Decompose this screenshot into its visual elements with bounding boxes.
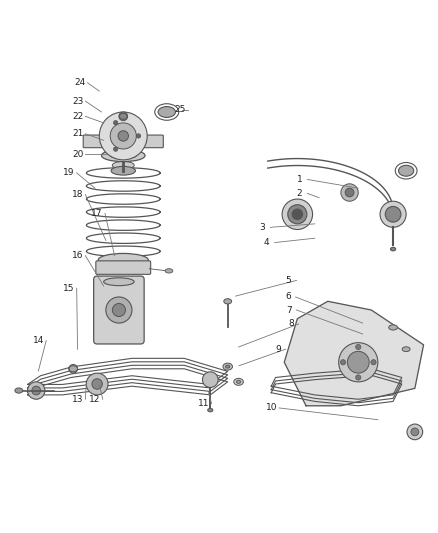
- Text: 14: 14: [33, 336, 44, 345]
- Ellipse shape: [234, 378, 244, 385]
- Circle shape: [32, 386, 41, 395]
- Circle shape: [282, 199, 313, 230]
- Circle shape: [347, 351, 369, 373]
- Text: 3: 3: [260, 223, 265, 232]
- Text: 11: 11: [198, 399, 209, 408]
- Text: 12: 12: [89, 395, 101, 403]
- Ellipse shape: [102, 149, 145, 161]
- Ellipse shape: [112, 150, 134, 158]
- Text: 20: 20: [72, 150, 83, 159]
- Circle shape: [119, 112, 127, 120]
- Ellipse shape: [158, 107, 176, 117]
- Circle shape: [339, 343, 378, 382]
- FancyBboxPatch shape: [83, 135, 163, 148]
- Text: 24: 24: [74, 78, 85, 87]
- Text: 22: 22: [72, 112, 83, 121]
- Text: 2: 2: [297, 189, 302, 198]
- Ellipse shape: [111, 123, 135, 132]
- Circle shape: [113, 120, 118, 125]
- Circle shape: [407, 424, 423, 440]
- Text: 25: 25: [174, 106, 186, 114]
- Text: 5: 5: [286, 276, 292, 285]
- Circle shape: [292, 209, 303, 220]
- Circle shape: [92, 379, 102, 389]
- Circle shape: [136, 134, 141, 138]
- Ellipse shape: [112, 140, 134, 148]
- Circle shape: [371, 360, 376, 365]
- Circle shape: [385, 206, 401, 222]
- Circle shape: [340, 360, 346, 365]
- Text: 7: 7: [286, 305, 292, 314]
- Text: 16: 16: [72, 251, 83, 260]
- Ellipse shape: [402, 347, 410, 352]
- Circle shape: [86, 373, 108, 395]
- Ellipse shape: [224, 298, 232, 304]
- Ellipse shape: [165, 269, 173, 273]
- Circle shape: [345, 188, 354, 197]
- Text: 8: 8: [288, 319, 294, 328]
- Text: 18: 18: [72, 190, 83, 199]
- Ellipse shape: [110, 152, 136, 159]
- Ellipse shape: [389, 325, 397, 330]
- Text: 19: 19: [63, 168, 74, 177]
- Text: 15: 15: [63, 284, 74, 293]
- Circle shape: [341, 184, 358, 201]
- Text: 17: 17: [92, 209, 103, 218]
- Ellipse shape: [226, 365, 230, 368]
- Polygon shape: [284, 301, 424, 406]
- Text: 21: 21: [72, 130, 83, 138]
- Ellipse shape: [208, 408, 213, 412]
- Ellipse shape: [112, 161, 134, 169]
- Circle shape: [110, 123, 136, 149]
- Circle shape: [118, 131, 128, 141]
- Circle shape: [113, 303, 125, 317]
- Ellipse shape: [15, 388, 23, 393]
- Ellipse shape: [111, 166, 135, 175]
- Circle shape: [356, 375, 361, 380]
- Ellipse shape: [104, 278, 134, 286]
- Circle shape: [380, 201, 406, 228]
- Ellipse shape: [98, 254, 148, 266]
- Circle shape: [202, 372, 218, 387]
- Ellipse shape: [112, 129, 134, 136]
- FancyBboxPatch shape: [96, 261, 151, 274]
- Text: 4: 4: [264, 238, 270, 247]
- Text: 13: 13: [72, 395, 83, 403]
- Text: 1: 1: [297, 175, 302, 184]
- Ellipse shape: [237, 381, 241, 383]
- Text: 6: 6: [285, 293, 291, 302]
- Circle shape: [411, 428, 419, 436]
- Circle shape: [356, 344, 361, 350]
- Circle shape: [28, 382, 45, 399]
- Circle shape: [69, 365, 78, 373]
- FancyBboxPatch shape: [94, 276, 144, 344]
- Ellipse shape: [223, 363, 233, 370]
- Circle shape: [113, 147, 118, 151]
- Ellipse shape: [391, 247, 396, 251]
- Text: 9: 9: [275, 345, 281, 354]
- Circle shape: [106, 297, 132, 323]
- Circle shape: [99, 112, 147, 160]
- Text: 23: 23: [72, 96, 83, 106]
- Text: 10: 10: [265, 403, 277, 413]
- Ellipse shape: [399, 165, 414, 176]
- Circle shape: [288, 205, 307, 224]
